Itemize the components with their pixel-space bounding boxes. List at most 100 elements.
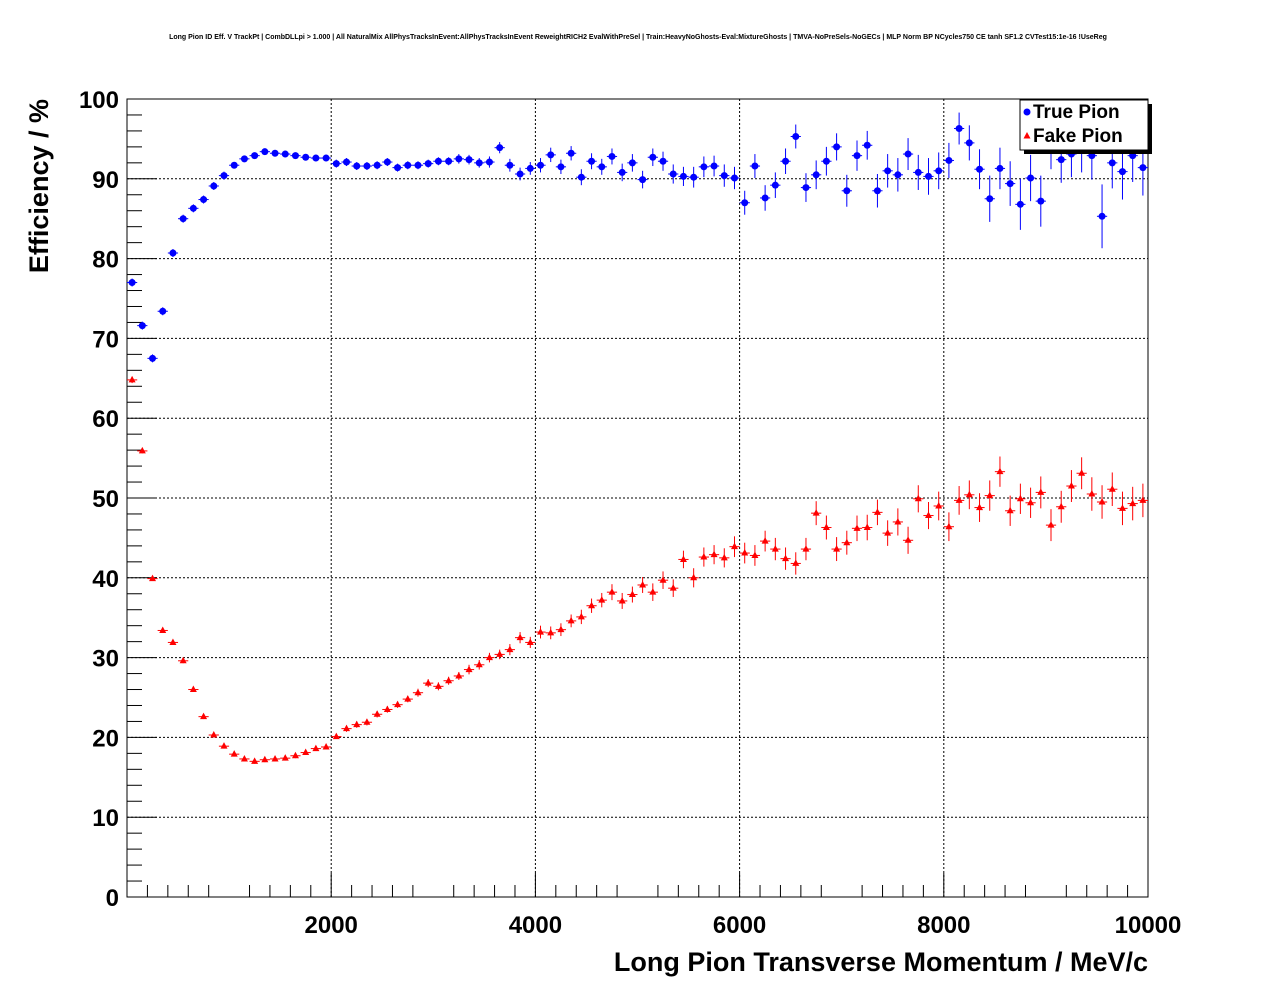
series-true-pion bbox=[127, 112, 1148, 363]
data-point bbox=[251, 152, 259, 160]
data-point bbox=[649, 588, 657, 595]
data-point bbox=[261, 148, 269, 156]
data-point bbox=[914, 494, 922, 502]
data-point bbox=[710, 162, 718, 170]
x-axis-title: Long Pion Transverse Momentum / MeV/c bbox=[614, 947, 1148, 977]
data-point bbox=[720, 553, 728, 561]
data-point bbox=[792, 559, 800, 566]
data-point bbox=[526, 164, 534, 172]
data-point bbox=[588, 157, 596, 165]
data-point bbox=[618, 168, 626, 176]
x-tick-label: 6000 bbox=[713, 912, 766, 939]
data-point bbox=[404, 161, 412, 169]
data-point bbox=[751, 551, 759, 558]
data-point bbox=[649, 153, 657, 161]
data-point bbox=[751, 162, 759, 170]
y-tick-label: 0 bbox=[106, 885, 119, 912]
data-point bbox=[322, 742, 330, 750]
x-tick-label: 2000 bbox=[305, 912, 358, 939]
data-point bbox=[220, 742, 228, 749]
data-point bbox=[475, 159, 483, 167]
data-point bbox=[567, 149, 575, 157]
data-point bbox=[986, 195, 994, 203]
data-point bbox=[802, 184, 810, 192]
data-point bbox=[730, 174, 738, 182]
data-point bbox=[404, 695, 412, 702]
data-point bbox=[394, 164, 402, 172]
data-point bbox=[730, 542, 738, 550]
data-point bbox=[1098, 212, 1106, 220]
axis-ticks bbox=[127, 98, 1149, 898]
data-point bbox=[873, 508, 881, 515]
data-point bbox=[659, 576, 667, 583]
data-point bbox=[485, 653, 493, 661]
data-point bbox=[271, 149, 279, 157]
x-tick-label: 10000 bbox=[1115, 912, 1182, 939]
data-point bbox=[445, 676, 453, 684]
data-point bbox=[618, 596, 626, 604]
data-point bbox=[230, 161, 238, 169]
data-point bbox=[812, 509, 820, 516]
data-point bbox=[782, 157, 790, 165]
data-point bbox=[373, 710, 381, 717]
data-point bbox=[445, 157, 453, 165]
data-point bbox=[465, 156, 473, 164]
data-point bbox=[128, 279, 136, 287]
data-point bbox=[526, 638, 534, 645]
data-markers bbox=[127, 112, 1148, 764]
data-point bbox=[302, 748, 310, 756]
data-point bbox=[291, 152, 299, 160]
data-point bbox=[394, 700, 402, 708]
y-tick-label: 40 bbox=[92, 566, 119, 593]
data-point bbox=[659, 157, 667, 165]
data-point bbox=[1027, 174, 1035, 182]
data-point bbox=[976, 165, 984, 173]
data-point bbox=[802, 545, 810, 552]
legend-box bbox=[1019, 99, 1149, 151]
data-point bbox=[332, 732, 340, 740]
data-point bbox=[1118, 168, 1126, 176]
data-point bbox=[1016, 494, 1024, 502]
data-point bbox=[506, 645, 514, 653]
data-point bbox=[149, 574, 157, 582]
data-point bbox=[149, 354, 157, 362]
data-point bbox=[935, 501, 943, 509]
data-point bbox=[373, 161, 381, 169]
data-point bbox=[210, 731, 218, 738]
data-point bbox=[485, 158, 493, 166]
data-point bbox=[679, 555, 687, 562]
data-point bbox=[812, 171, 820, 179]
data-point bbox=[1037, 197, 1045, 205]
data-point bbox=[1088, 490, 1096, 497]
data-point bbox=[424, 160, 432, 168]
data-point bbox=[465, 665, 473, 673]
data-point bbox=[741, 199, 749, 207]
data-point bbox=[1108, 485, 1116, 492]
data-point bbox=[138, 322, 146, 330]
data-point bbox=[414, 688, 422, 696]
data-point bbox=[853, 152, 861, 160]
data-point bbox=[792, 133, 800, 141]
data-point bbox=[169, 638, 177, 645]
data-point bbox=[577, 612, 585, 620]
y-tick-label: 30 bbox=[92, 646, 119, 673]
y-tick-label: 50 bbox=[92, 486, 119, 513]
data-point bbox=[669, 170, 677, 178]
data-point bbox=[240, 754, 248, 762]
data-point bbox=[455, 671, 463, 679]
x-tick-label: 4000 bbox=[509, 912, 562, 939]
data-point bbox=[588, 601, 596, 609]
data-point bbox=[1057, 502, 1065, 510]
data-point bbox=[363, 162, 371, 170]
data-point bbox=[353, 720, 361, 728]
data-point bbox=[200, 712, 208, 720]
data-point bbox=[822, 157, 830, 165]
data-point bbox=[230, 750, 238, 757]
data-point bbox=[965, 490, 973, 498]
data-point bbox=[833, 545, 841, 552]
data-point bbox=[924, 172, 932, 180]
data-point bbox=[353, 162, 361, 170]
data-point bbox=[853, 524, 861, 531]
data-point bbox=[894, 171, 902, 179]
data-point bbox=[771, 545, 779, 552]
